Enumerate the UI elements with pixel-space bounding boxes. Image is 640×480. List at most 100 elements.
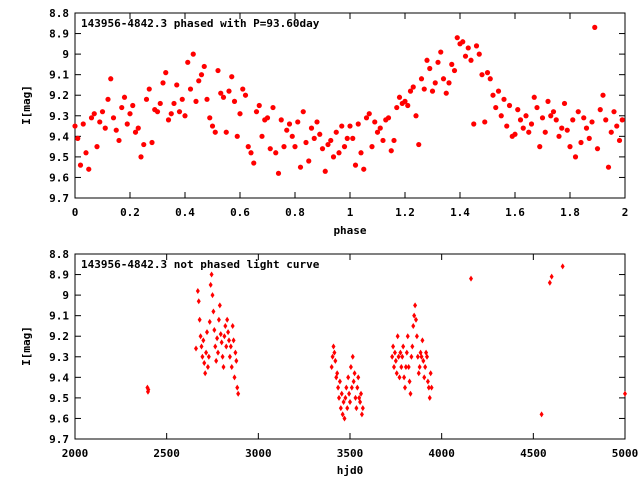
phased-data-point (537, 144, 543, 150)
unphased-data-point (229, 364, 234, 371)
unphased-data-point (216, 316, 221, 323)
unphased-data-point (403, 384, 407, 391)
phased-data-point (572, 154, 579, 160)
phased-data-point (567, 144, 573, 150)
unphased-data-point (350, 353, 355, 360)
phased-data-point (198, 72, 205, 78)
unphased-data-point (354, 405, 359, 412)
phased-data-point (515, 107, 521, 113)
phased-data-point (520, 125, 526, 131)
unphased-data-point (214, 357, 219, 364)
phased-y-tick-label: 9.2 (49, 89, 69, 102)
phased-data-point (190, 51, 196, 57)
phased-data-point (484, 70, 491, 76)
phased-data-point (385, 115, 392, 121)
phased-data-point (333, 129, 339, 135)
phased-data-point (165, 117, 172, 123)
phased-data-point (143, 96, 150, 102)
unphased-x-tick-label: 4000 (428, 447, 455, 460)
phased-data-point (270, 104, 276, 111)
phased-data-point (553, 117, 559, 123)
phased-data-point (292, 144, 298, 150)
phased-data-point (449, 61, 455, 67)
phased-data-point (583, 125, 590, 131)
phased-data-point (410, 84, 416, 90)
unphased-data-point (417, 364, 422, 371)
unphased-data-point (406, 364, 411, 371)
phased-data-point (495, 88, 502, 94)
unphased-data-point (407, 378, 412, 385)
unphased-data-point (233, 349, 238, 356)
unphased-data-point (399, 364, 404, 371)
phased-data-point (570, 117, 576, 123)
phased-data-point (605, 164, 612, 170)
unphased-data-point (205, 329, 209, 336)
phased-data-point (130, 102, 136, 109)
phased-data-point (88, 115, 95, 121)
unphased-data-point (391, 343, 396, 350)
unphased-data-point (347, 390, 352, 397)
unphased-data-point (211, 308, 216, 315)
phased-data-point (589, 119, 595, 125)
unphased-data-point (213, 343, 218, 350)
phased-plot: 0 0.2 0.4 0.6 0.8 1 1.2 1.4 1.6 1.8 2 8.8 8.9 9 9.1 9.… (20, 7, 628, 237)
unphased-data-point (394, 370, 399, 377)
phased-data-point (319, 146, 326, 152)
unphased-data-point (420, 337, 425, 344)
phased-data-point (468, 57, 474, 63)
unphased-data-point (234, 357, 239, 364)
phased-data-point (614, 123, 620, 129)
unphased-data-point (425, 378, 430, 385)
phased-data-point (528, 121, 535, 127)
unphased-data-point (412, 312, 417, 319)
unphased-data-point (226, 329, 231, 336)
unphased-x-tick-label: 3500 (337, 447, 364, 460)
phased-plot-title: 143956-4842.3 phased with P=93.60day (81, 17, 320, 30)
unphased-y-tick-label: 9.7 (49, 433, 69, 446)
unphased-data-point (404, 349, 409, 356)
unphased-data-point (623, 390, 627, 397)
phased-data-point (548, 113, 554, 119)
phased-data-point (355, 121, 361, 127)
phased-data-point (372, 119, 378, 125)
phased-data-point (594, 146, 601, 152)
phased-data-point (328, 137, 334, 144)
unphased-data-point (225, 316, 230, 323)
unphased-data-point (341, 399, 346, 405)
phased-y-tick-label: 9.5 (49, 151, 69, 164)
unphased-data-point (332, 349, 337, 356)
unphased-data-point (329, 364, 334, 371)
phased-data-point (597, 107, 603, 113)
phased-x-tick-label: 1.8 (560, 206, 580, 219)
phased-data-point (97, 119, 103, 125)
unphased-data-point (216, 349, 220, 356)
phased-data-point (432, 80, 438, 86)
phased-data-point (347, 123, 353, 129)
phased-data-point (146, 86, 152, 92)
phased-x-tick-label: 1 (347, 206, 354, 219)
unphased-data-point (392, 349, 397, 356)
phased-data-point (72, 123, 78, 129)
phased-data-point (108, 76, 114, 82)
phased-x-axis-label: phase (333, 224, 366, 237)
unphased-data-point (414, 316, 418, 323)
unphased-data-point (224, 343, 229, 350)
unphased-x-tick-label: 2000 (62, 447, 89, 460)
phased-data-point (149, 139, 155, 146)
phased-data-point (237, 111, 243, 117)
phased-data-point (138, 154, 144, 160)
phased-data-point (424, 57, 430, 63)
phased-data-point (586, 135, 592, 141)
phased-data-point (526, 129, 532, 135)
phased-data-point (267, 146, 273, 152)
unphased-data-point (348, 399, 352, 405)
unphased-data-point (215, 335, 220, 342)
phased-data-point (220, 94, 227, 100)
phased-data-point (561, 100, 568, 107)
unphased-x-tick-label: 5000 (612, 447, 639, 460)
unphased-data-points (145, 263, 627, 422)
phased-data-point (476, 51, 482, 57)
phased-data-point (352, 162, 359, 168)
unphased-data-point (421, 357, 426, 364)
